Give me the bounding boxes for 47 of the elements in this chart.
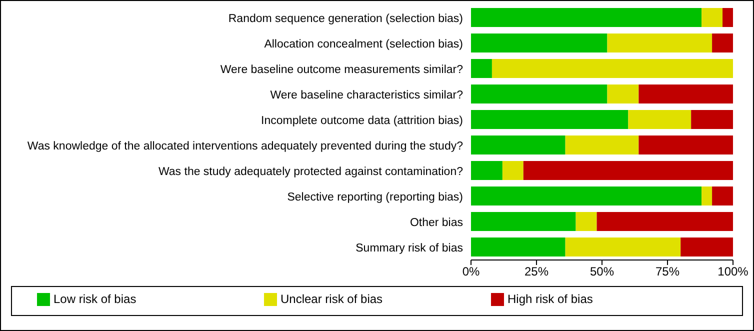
y-tick-label: Incomplete outcome data (attrition bias) [261, 114, 464, 127]
bar [712, 34, 733, 52]
bar [492, 59, 733, 78]
y-tick-label: Random sequence generation (selection bias) [228, 12, 464, 25]
bar [722, 8, 733, 27]
y-tick-label: Selective reporting (reporting bias) [287, 191, 464, 204]
y-tick-label: Was the study adequately protected against contamination? [158, 166, 463, 178]
bar [471, 84, 608, 104]
bar [712, 186, 733, 206]
bar [471, 186, 702, 206]
y-tick-label: Other bias [410, 216, 464, 229]
x-tick-label: 100% [718, 264, 749, 279]
x-tick-label: 50% [590, 264, 614, 279]
bar [691, 110, 733, 129]
x-tick-label: 0% [462, 264, 480, 279]
legend-label: Low risk of bias [54, 292, 138, 306]
y-tick-label: Allocation concealment (selection bias) [264, 38, 464, 50]
bar [471, 59, 492, 78]
bar [702, 8, 723, 27]
bar [565, 238, 681, 256]
x-tick-label: 25% [524, 264, 549, 279]
bar [471, 34, 608, 52]
bar [502, 161, 524, 180]
bar [607, 84, 639, 104]
bar [471, 161, 502, 180]
bar [471, 8, 702, 27]
bar [576, 212, 597, 231]
y-tick-label: Summary risk of bias [356, 242, 464, 254]
bar [523, 161, 733, 180]
y-tick-label: Was knowledge of the allocated interventions adequately prevented during the study? [27, 140, 463, 152]
y-tick-label: Were baseline outcome measurements similar? [220, 64, 463, 76]
y-tick-label: Were baseline characteristics similar? [270, 89, 463, 102]
bar [680, 238, 733, 256]
bar [565, 136, 639, 154]
bar [471, 238, 566, 256]
legend-label: High risk of bias [508, 292, 594, 306]
bar [638, 136, 733, 154]
bar [596, 212, 733, 231]
bar [702, 186, 712, 206]
bar [638, 84, 733, 104]
bar [471, 110, 628, 129]
x-tick-label: 75% [655, 264, 680, 279]
legend-label: Unclear risk of bias [280, 292, 384, 306]
bar [471, 212, 576, 231]
bar [607, 34, 712, 52]
bar [471, 136, 566, 154]
bar [628, 110, 692, 129]
